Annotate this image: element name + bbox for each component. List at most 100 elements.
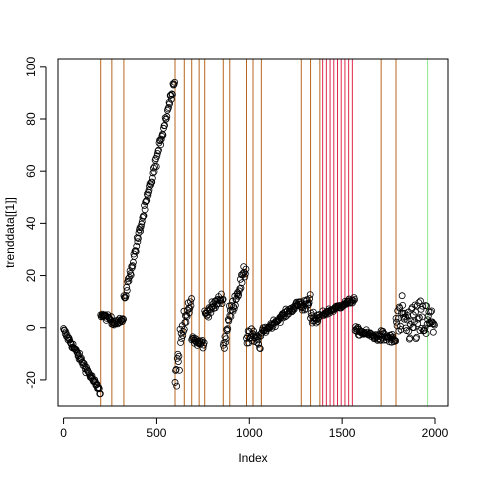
data-point: [417, 305, 425, 313]
data-point: [172, 367, 179, 374]
data-point: [306, 291, 314, 298]
data-point: [226, 312, 234, 320]
data-point: [126, 274, 133, 281]
data-point: [219, 295, 227, 303]
data-point: [394, 307, 402, 315]
data-point: [135, 229, 143, 237]
x-tick-label: 2000: [422, 426, 449, 440]
data-point: [179, 332, 187, 339]
data-point: [134, 238, 142, 246]
data-point: [423, 302, 431, 310]
data-point: [144, 192, 152, 199]
data-point: [136, 224, 144, 231]
data-point: [166, 100, 174, 108]
data-point: [412, 308, 419, 316]
data-point: [231, 301, 239, 309]
data-point: [298, 306, 306, 314]
data-point: [288, 308, 296, 316]
data-point: [80, 360, 88, 368]
data-point: [228, 306, 236, 314]
data-point: [405, 335, 413, 343]
data-point: [125, 277, 133, 285]
data-point: [305, 299, 313, 307]
data-point: [157, 135, 165, 143]
data-point: [79, 358, 86, 366]
data-point: [154, 147, 162, 155]
data-point: [160, 124, 167, 132]
data-point: [415, 314, 423, 322]
data-point: [230, 305, 238, 313]
y-tick-label: 40: [24, 216, 38, 230]
data-point: [199, 344, 207, 352]
data-point: [152, 163, 160, 170]
data-point: [414, 315, 422, 323]
data-point: [224, 325, 232, 333]
data-point: [173, 354, 181, 362]
y-tick-label: 80: [24, 112, 38, 126]
data-point: [419, 302, 427, 310]
data-point: [133, 234, 141, 242]
data-point: [351, 296, 358, 303]
data-point: [393, 318, 400, 326]
data-point: [180, 325, 188, 333]
y-tick-label: 0: [24, 324, 38, 331]
data-point: [389, 335, 397, 342]
data-point: [122, 292, 130, 299]
data-point: [167, 95, 175, 103]
data-point: [147, 181, 155, 189]
data-point: [424, 312, 432, 320]
data-point: [241, 273, 249, 281]
data-point: [187, 302, 195, 309]
data-point: [119, 315, 127, 323]
data-point: [200, 339, 208, 347]
data-point: [218, 300, 226, 307]
data-point: [266, 323, 274, 331]
data-point: [120, 315, 127, 323]
data-point: [203, 312, 211, 320]
data-point: [133, 242, 141, 250]
data-point: [156, 137, 164, 145]
data-point: [146, 182, 153, 190]
data-point: [222, 339, 229, 346]
data-point: [392, 337, 400, 345]
data-point: [165, 103, 172, 111]
data-point: [174, 358, 182, 365]
data-point: [141, 206, 149, 214]
data-point: [132, 248, 140, 255]
data-point: [205, 313, 213, 321]
data-point: [175, 352, 183, 360]
data-point: [413, 302, 421, 310]
data-point: [168, 91, 176, 99]
y-tick-label: -20: [24, 371, 38, 389]
data-point: [176, 366, 183, 374]
data-point: [199, 337, 206, 344]
data-point: [405, 327, 413, 335]
data-point: [354, 323, 362, 331]
data-point: [145, 186, 153, 194]
data-point: [183, 313, 191, 320]
data-point: [312, 319, 320, 327]
data-point: [225, 317, 233, 325]
data-point: [398, 292, 406, 300]
plot-box: [57, 58, 449, 407]
data-point: [177, 339, 184, 346]
y-axis-title: trenddata[[1]]: [3, 197, 17, 268]
data-point: [148, 178, 156, 186]
data-point: [242, 265, 250, 273]
data-point: [250, 327, 257, 335]
x-axis-title: Index: [238, 451, 267, 465]
data-point: [96, 390, 104, 398]
data-point: [95, 385, 103, 393]
data-points: [60, 78, 438, 398]
data-point: [256, 344, 264, 352]
data-point: [168, 90, 176, 98]
y-axis: -20 0 20 40 60 80 100: [24, 56, 47, 389]
data-point: [137, 227, 145, 235]
x-tick-label: 1500: [329, 426, 356, 440]
data-point: [391, 337, 399, 344]
data-point: [238, 279, 246, 287]
x-tick-label: 1000: [236, 426, 263, 440]
data-point: [185, 309, 193, 317]
data-point: [173, 382, 181, 390]
data-point: [222, 335, 230, 343]
